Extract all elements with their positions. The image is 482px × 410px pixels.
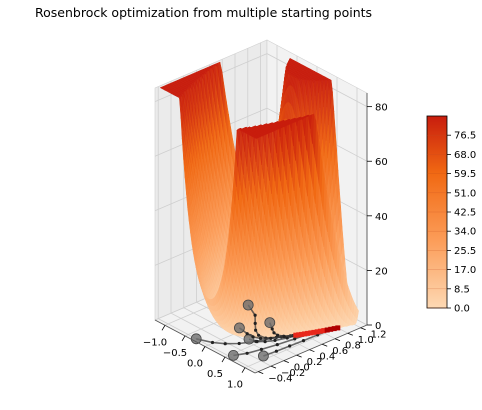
path-step-point xyxy=(273,338,277,342)
minimum-marker xyxy=(305,330,311,336)
y-axis-ticks: −0.4−0.20.00.20.40.60.81.01.2 xyxy=(258,327,387,385)
colorbar-tick-label: 8.5 xyxy=(454,284,470,295)
path-step-point xyxy=(255,339,259,344)
y-tick-label: 1.2 xyxy=(371,330,387,341)
path-step-point xyxy=(257,333,261,337)
colorbar-tick-label: 25.5 xyxy=(454,246,476,257)
z-tick-label: 60 xyxy=(375,157,388,168)
y-tick-label: 0.6 xyxy=(332,346,348,357)
path-step-point xyxy=(288,344,292,348)
y-tick-mark xyxy=(347,332,353,336)
colorbar-ticks: 0.0 8.5 17.0 25.5 34.0 42.5 51.0 59.5 68.0 76.5 xyxy=(427,131,476,315)
path-step-point xyxy=(223,342,227,346)
y-tick-mark xyxy=(296,354,302,358)
path-step-point xyxy=(237,341,241,346)
starting-point-marker xyxy=(227,349,239,361)
starting-point-marker xyxy=(264,317,276,329)
minimum-marker xyxy=(299,331,305,337)
x-tick-mark xyxy=(161,325,166,331)
y-tick-label: 0.4 xyxy=(319,352,335,363)
y-axis-line xyxy=(254,324,368,374)
colorbar-tick-label: 76.5 xyxy=(454,131,476,142)
minimum-marker xyxy=(302,331,308,337)
x-tick-mark xyxy=(201,346,206,352)
y-tick-mark xyxy=(258,371,264,374)
minimum-marker xyxy=(293,332,299,338)
y-tick-label: 1.0 xyxy=(358,335,374,346)
y-tick-label: −0.4 xyxy=(268,374,292,385)
y-tick-label: 0.8 xyxy=(345,341,361,352)
y-tick-mark xyxy=(360,327,366,331)
y-tick-mark xyxy=(334,338,341,342)
path-step-point xyxy=(251,335,255,339)
minimum-marker xyxy=(324,327,330,333)
y-tick-label: 0.0 xyxy=(294,363,310,374)
minimum-marker xyxy=(328,326,334,332)
minimum-marker xyxy=(331,326,337,332)
path-step-point xyxy=(276,333,280,337)
starting-point-marker xyxy=(242,299,254,311)
x-tick-mark xyxy=(181,335,186,342)
path-step-point xyxy=(253,321,257,325)
minimum-marker xyxy=(321,328,327,334)
colorbar-tick-label: 51.0 xyxy=(454,188,476,199)
optimizer-paths xyxy=(190,299,341,362)
colorbar-tick-label: 17.0 xyxy=(454,265,476,276)
chart-title: Rosenbrock optimization from multiple st… xyxy=(35,5,372,20)
x-tick-label: 0.5 xyxy=(207,369,223,380)
path-step-point xyxy=(253,313,257,317)
z-axis-ticks: 0 20 40 60 80 xyxy=(367,103,388,332)
path-step-point xyxy=(293,337,297,341)
colorbar-tick-label: 68.0 xyxy=(454,150,476,161)
z-tick-label: 80 xyxy=(375,103,388,114)
path-step-point xyxy=(254,328,258,332)
path-step-point xyxy=(274,349,278,353)
x-tick-label: 0.0 xyxy=(187,359,203,370)
path-step-point xyxy=(272,331,276,335)
x-tick-label: −0.5 xyxy=(163,348,187,359)
path-step-point xyxy=(282,335,286,339)
x-tick-label: 1.0 xyxy=(227,380,243,391)
path-step-point xyxy=(275,343,279,347)
colorbar-tick-label: 0.0 xyxy=(454,304,470,315)
z-tick-label: 40 xyxy=(375,212,388,223)
starting-point-marker xyxy=(257,350,269,362)
minimum-marker xyxy=(317,328,323,334)
z-tick-label: 20 xyxy=(375,266,388,277)
path-step-point xyxy=(285,336,289,340)
surface xyxy=(159,57,359,339)
colorbar-tick-label: 42.5 xyxy=(454,208,476,219)
x-tick-mark xyxy=(241,367,246,373)
y-tick-mark xyxy=(270,365,277,369)
path-step-point xyxy=(258,336,263,340)
colorbar: 0.0 8.5 17.0 25.5 34.0 42.5 51.0 59.5 68.0 76.5 xyxy=(426,115,476,315)
minimum-marker xyxy=(296,332,302,338)
path-step-point xyxy=(245,351,249,355)
path-step-point xyxy=(263,340,267,344)
surface-patch xyxy=(254,136,259,139)
minimum-marker xyxy=(311,329,317,335)
path-step-point xyxy=(259,347,263,351)
path-step-point xyxy=(210,340,215,345)
y-tick-mark xyxy=(283,360,289,364)
path-step-point xyxy=(270,327,274,331)
x-tick-label: −1.0 xyxy=(143,337,167,348)
minimum-marker xyxy=(335,325,341,331)
path-step-point xyxy=(301,339,306,343)
x-axis-ticks: −1.0−0.50.0 0.5 1.0 xyxy=(143,325,246,391)
starting-point-marker xyxy=(233,322,245,334)
colorbar-tick-label: 34.0 xyxy=(454,227,476,238)
x-tick-mark xyxy=(221,356,226,363)
y-tick-mark xyxy=(309,349,315,353)
y-tick-label: 0.2 xyxy=(307,357,323,368)
y-tick-mark xyxy=(322,343,328,347)
path-step-point xyxy=(245,332,249,336)
y-tick-label: −0.2 xyxy=(281,368,305,379)
minimum-marker xyxy=(308,330,314,336)
colorbar-tick-label: 59.5 xyxy=(454,169,476,180)
path-step-point xyxy=(269,336,273,340)
minimum-marker xyxy=(314,329,320,335)
z-tick-label: 0 xyxy=(375,321,381,332)
